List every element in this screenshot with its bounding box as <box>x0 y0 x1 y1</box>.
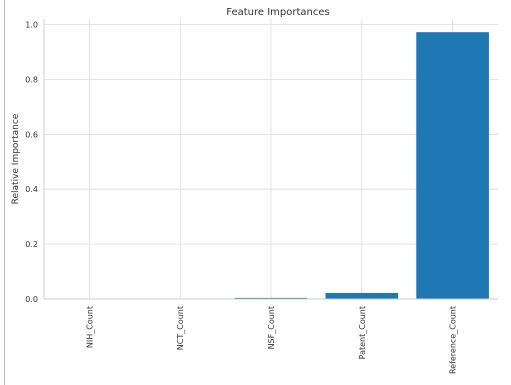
axes-frame <box>43 19 498 300</box>
bars <box>234 32 489 299</box>
y-tick-label: 0.8 <box>25 75 38 84</box>
x-tick-labels: NIH_Count NCT_Count NSF_Count Patent_Count R… <box>85 306 457 374</box>
x-tick-label: NIH_Count <box>85 306 94 348</box>
y-axis-label: Relative Importance <box>11 113 21 204</box>
chart-title: Feature Importances <box>226 7 329 18</box>
x-tick-label: NSF_Count <box>267 306 276 349</box>
y-tick-label: 1.0 <box>25 20 38 29</box>
y-tick-label: 0.4 <box>25 185 38 194</box>
y-tick-label: 0.2 <box>25 240 38 249</box>
y-tick-labels: 0.0 0.2 0.4 0.6 0.8 1.0 <box>25 20 38 304</box>
y-tick-label: 0.0 <box>25 295 38 304</box>
x-tick-label: Reference_Count <box>449 306 458 374</box>
y-tick-label: 0.6 <box>25 130 38 139</box>
bar-patent-count <box>325 292 399 299</box>
x-tick-label: NCT_Count <box>176 306 185 350</box>
bar-reference-count <box>416 32 489 299</box>
window-edge-divider <box>4 0 5 385</box>
x-tick-label: Patent_Count <box>358 306 367 359</box>
bar-nsf-count <box>234 297 308 299</box>
